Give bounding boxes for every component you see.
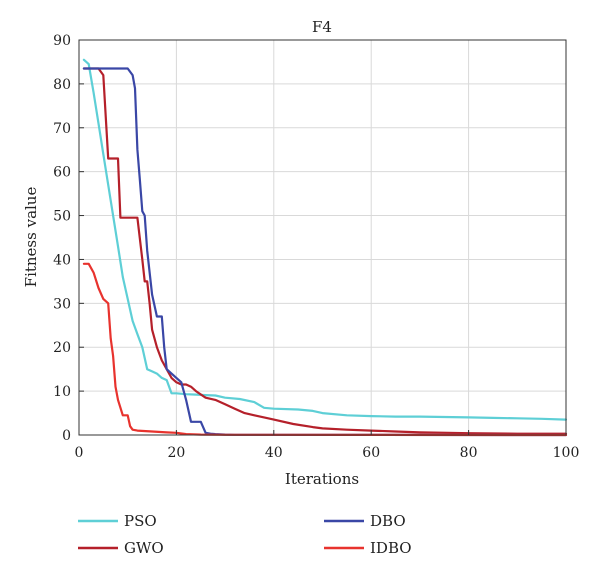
plot-frame: [78, 39, 567, 436]
x-tick-label: 20: [167, 445, 185, 461]
series-line-pso: [82, 58, 568, 421]
x-tick-label: 40: [265, 445, 283, 461]
y-tick-label: 90: [53, 33, 71, 49]
x-axis-label: Iterations: [285, 470, 359, 488]
legend: PSO DBO GWO IDBO: [78, 512, 412, 557]
y-tick-label: 50: [53, 209, 71, 225]
legend-label: PSO: [124, 512, 157, 530]
legend-item-idbo: IDBO: [324, 539, 412, 557]
legend-label: GWO: [124, 539, 164, 557]
y-tick-label: 0: [62, 428, 71, 444]
series-line-idbo: [82, 262, 568, 437]
legend-item-dbo: DBO: [324, 512, 406, 530]
y-tick-label: 80: [53, 77, 71, 93]
legend-item-pso: PSO: [78, 512, 157, 530]
y-tick-label: 30: [53, 296, 71, 312]
y-tick-label: 60: [53, 165, 71, 181]
series-lines: [82, 58, 568, 437]
x-tick-label: 80: [460, 445, 478, 461]
x-tick-label: 100: [553, 445, 580, 461]
x-tick-label: 0: [75, 445, 84, 461]
x-tick-label: 60: [362, 445, 380, 461]
axis-ticks: 0 20 40 60 80 100 0 10 20 30 40 50 60 70 80 90: [53, 33, 579, 461]
y-tick-label: 10: [53, 384, 71, 400]
grid-lines: [79, 40, 566, 435]
y-tick-label: 20: [53, 340, 71, 356]
chart-title: F4: [312, 18, 332, 36]
legend-label: IDBO: [370, 539, 412, 557]
series-line-gwo: [82, 67, 568, 435]
legend-item-gwo: GWO: [78, 539, 164, 557]
y-axis-label: Fitness value: [22, 187, 40, 288]
plot-area: [79, 40, 566, 435]
legend-label: DBO: [370, 512, 406, 530]
series-line-dbo: [82, 67, 568, 437]
y-tick-label: 40: [53, 252, 71, 268]
y-tick-label: 70: [53, 121, 71, 137]
